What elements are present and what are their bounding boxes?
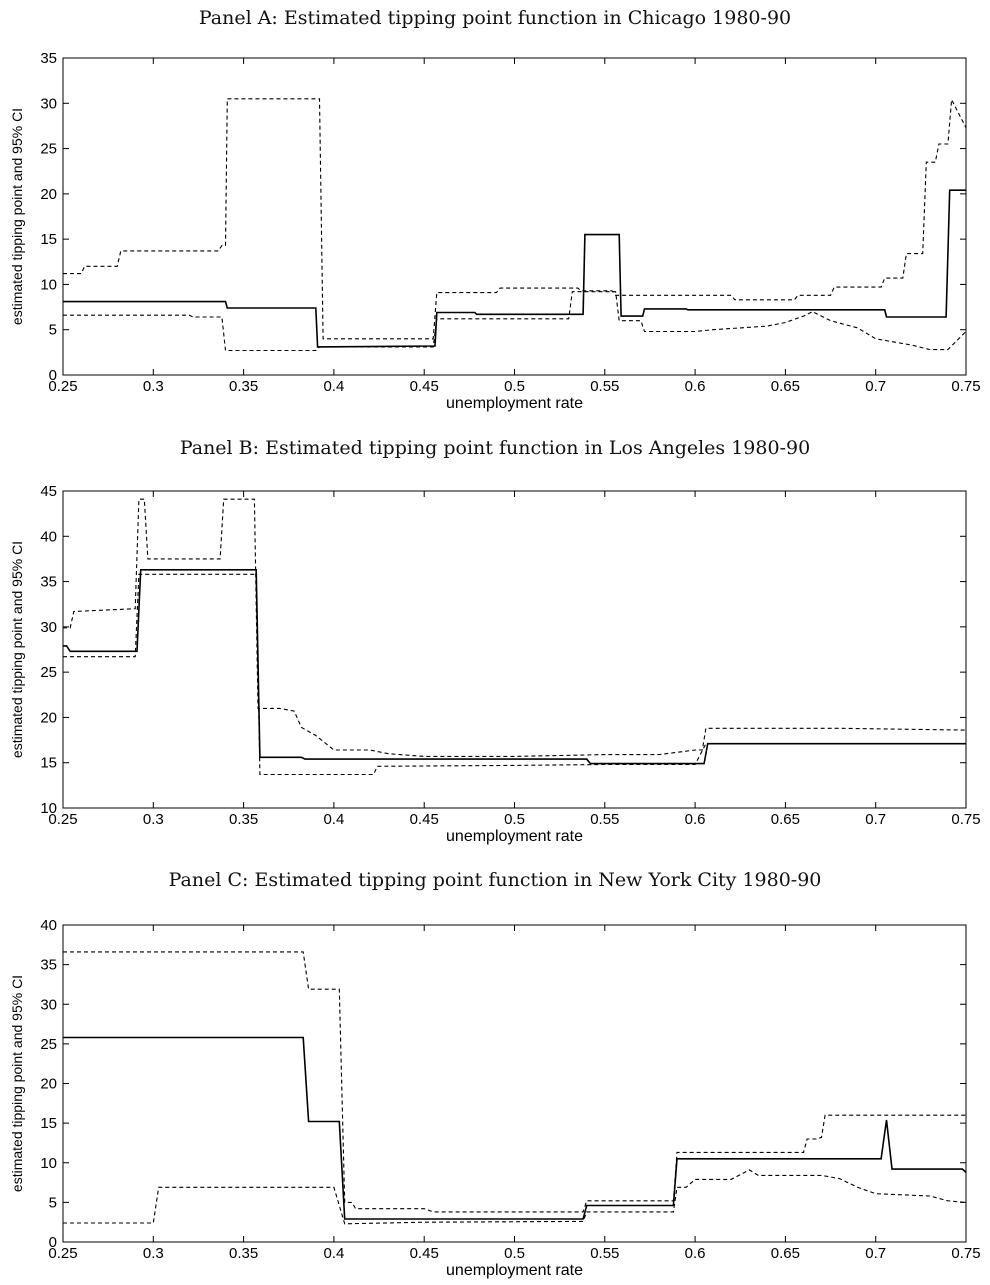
- x-tick-label: 0.55: [590, 811, 619, 828]
- y-tick-label: 40: [40, 917, 57, 934]
- y-tick-label: 5: [49, 322, 57, 339]
- x-tick-label: 0.35: [229, 1245, 258, 1262]
- y-tick-label: 25: [40, 664, 57, 681]
- panel-b-chart: 0.25 0.3 0.35 0.4 0.45 0.5 0.55 0.6 0.65 0.7 0.75 1…: [9, 483, 981, 845]
- panel-c: Panel C: Estimated tipping point functio…: [0, 860, 990, 1285]
- x-tick-label: 0.5: [504, 1245, 525, 1262]
- x-tick-label: 0.75: [951, 811, 980, 828]
- series-line-ci-2: [63, 573, 966, 776]
- x-tick-label: 0.45: [410, 1245, 439, 1262]
- x-tick-label: 0.7: [865, 1245, 886, 1262]
- x-tick-label: 0.45: [410, 378, 439, 395]
- panel-c-chart: 0.25 0.3 0.35 0.4 0.45 0.5 0.55 0.6 0.65 0.7 0.75 0…: [9, 917, 981, 1279]
- x-tick-label: 0.75: [951, 378, 980, 395]
- y-axis-label: estimated tipping point and 95% CI: [9, 541, 25, 758]
- panel-c-title: Panel C: Estimated tipping point functio…: [168, 869, 822, 891]
- x-tick-label: 0.3: [143, 1245, 164, 1262]
- x-axis-label: unemployment rate: [446, 395, 583, 412]
- y-tick-label: 20: [40, 1076, 57, 1093]
- x-tick-label: 0.25: [48, 1245, 77, 1262]
- series-line-ci-1: [63, 97, 967, 340]
- x-tick-label: 0.4: [323, 378, 344, 395]
- series-line-estimate: [63, 1036, 967, 1220]
- x-tick-label: 0.65: [771, 378, 800, 395]
- plot-area: [62, 490, 967, 809]
- y-tick-label: 25: [40, 141, 57, 158]
- x-tick-label: 0.6: [685, 1245, 706, 1262]
- x-tick-label: 0.55: [590, 378, 619, 395]
- series-line-estimate: [63, 189, 966, 348]
- x-tick-label: 0.25: [48, 378, 77, 395]
- y-tick-label: 10: [40, 276, 57, 293]
- x-tick-label: 0.45: [410, 811, 439, 828]
- panel-a: Panel A: Estimated tipping point functio…: [0, 0, 990, 430]
- y-tick-label: 35: [40, 957, 57, 974]
- series-line-ci-2: [63, 291, 967, 352]
- y-tick-label: 45: [40, 483, 57, 500]
- y-tick-label: 20: [40, 709, 57, 726]
- y-tick-label: 0: [49, 367, 57, 384]
- x-tick-label: 0.5: [504, 378, 525, 395]
- y-tick-label: 30: [40, 95, 57, 112]
- panel-a-chart: 0.25 0.3 0.35 0.4 0.45 0.5 0.55 0.6 0.65 0.7 0.75 0…: [9, 50, 981, 412]
- x-tick-label: 0.35: [229, 378, 258, 395]
- x-tick-label: 0.65: [771, 811, 800, 828]
- x-tick-label: 0.7: [865, 378, 886, 395]
- y-tick-label: 0: [49, 1234, 57, 1251]
- y-tick-label: 40: [40, 528, 57, 545]
- x-tick-label: 0.5: [504, 811, 525, 828]
- x-tick-label: 0.25: [48, 811, 77, 828]
- x-tick-label: 0.7: [865, 811, 886, 828]
- y-tick-label: 15: [40, 755, 57, 772]
- y-tick-label: 30: [40, 619, 57, 636]
- x-tick-label: 0.4: [323, 1245, 344, 1262]
- panel-b: Panel B: Estimated tipping point functio…: [0, 430, 990, 860]
- y-tick-label: 35: [40, 574, 57, 591]
- y-tick-label: 15: [40, 1115, 57, 1132]
- x-tick-label: 0.35: [229, 811, 258, 828]
- y-tick-label: 25: [40, 1036, 57, 1053]
- x-axis-label: unemployment rate: [446, 1262, 583, 1279]
- plot-area: [62, 924, 967, 1243]
- y-tick-label: 10: [40, 800, 57, 817]
- y-tick-label: 35: [40, 50, 57, 67]
- panel-a-title: Panel A: Estimated tipping point functio…: [198, 7, 792, 29]
- x-tick-label: 0.75: [951, 1245, 980, 1262]
- series-line-ci-1: [63, 951, 966, 1213]
- y-tick-label: 15: [40, 231, 57, 248]
- y-tick-label: 20: [40, 186, 57, 203]
- y-tick-label: 30: [40, 996, 57, 1013]
- y-axis-label: estimated tipping point and 95% CI: [9, 108, 25, 325]
- x-tick-label: 0.65: [771, 1245, 800, 1262]
- y-tick-label: 5: [49, 1194, 57, 1211]
- x-tick-label: 0.55: [590, 1245, 619, 1262]
- x-tick-label: 0.4: [323, 811, 344, 828]
- x-tick-label: 0.6: [685, 378, 706, 395]
- x-tick-label: 0.3: [143, 378, 164, 395]
- panel-b-title: Panel B: Estimated tipping point functio…: [179, 437, 811, 459]
- x-axis-label: unemployment rate: [446, 828, 583, 845]
- y-tick-label: 10: [40, 1155, 57, 1172]
- plot-area: [62, 57, 967, 376]
- series-line-estimate: [63, 569, 966, 765]
- y-axis-label: estimated tipping point and 95% CI: [9, 975, 25, 1192]
- x-tick-label: 0.3: [143, 811, 164, 828]
- x-tick-label: 0.6: [685, 811, 706, 828]
- series-line-ci-1: [63, 498, 967, 757]
